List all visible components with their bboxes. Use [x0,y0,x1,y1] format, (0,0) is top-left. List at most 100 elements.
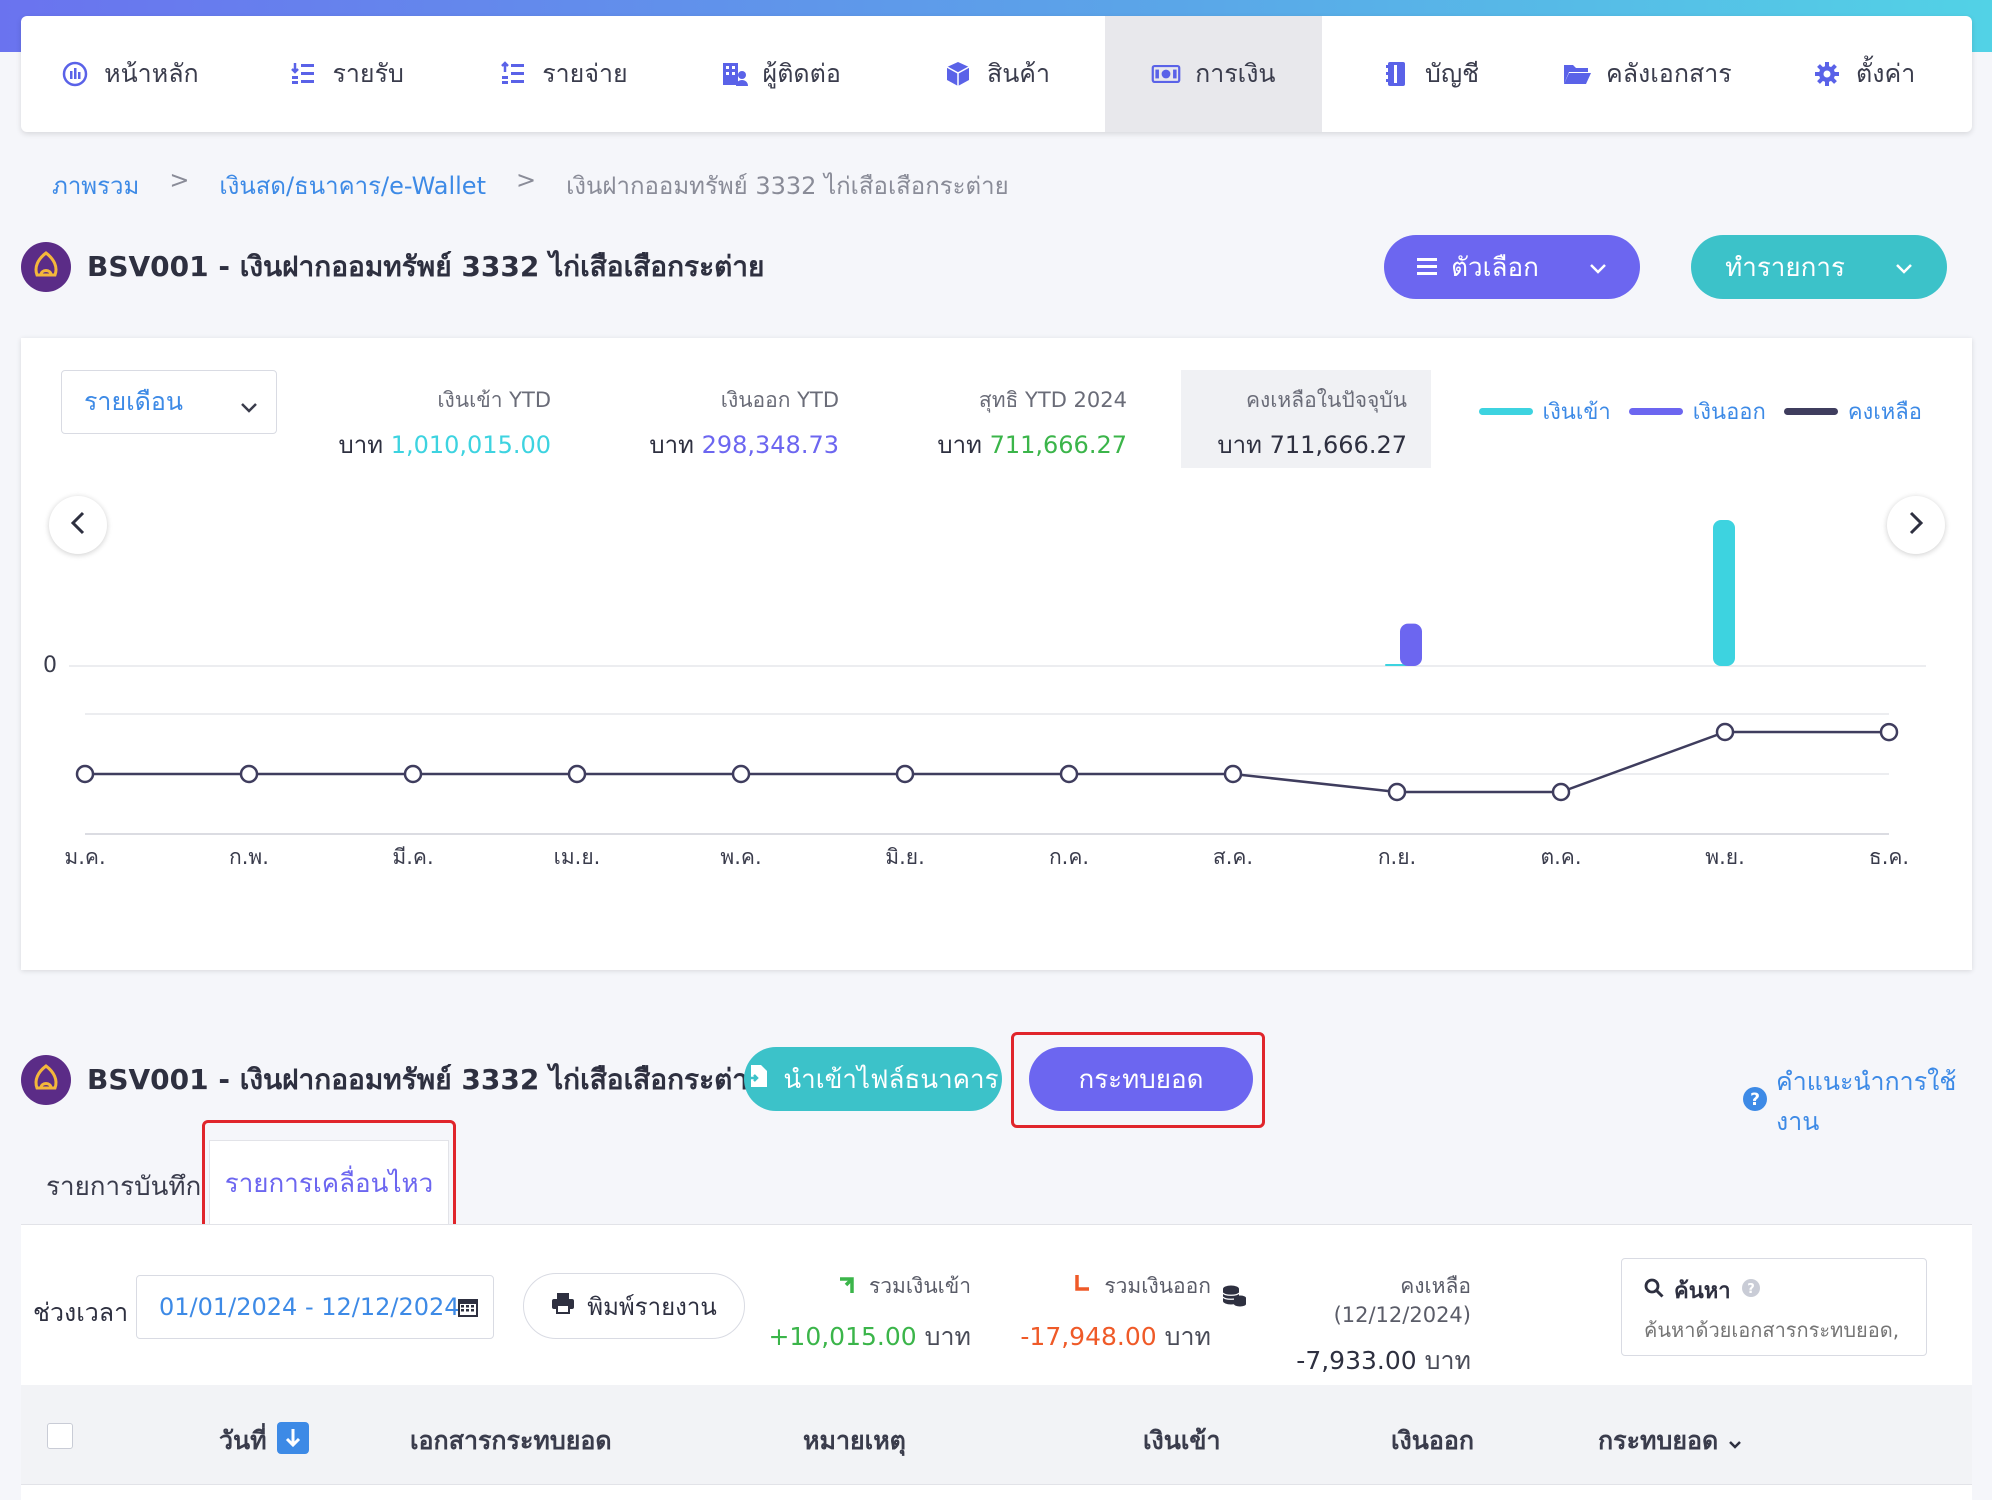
balance-label: คงเหลือ (12/12/2024) [1333,1274,1471,1327]
total-out-value: -17,948.00 [1020,1322,1157,1351]
nav-item-contacts[interactable]: ผู้ติดต่อ [671,16,888,132]
nav-item-label: บัญชี [1425,59,1480,88]
account-title: BSV001 - เงินฝากออมทรัพย์ 3332 ไก่เสือเส… [87,250,765,283]
table-header: วันที่ เอกสารกระทบยอด หมายเหตุ เงินเข้า … [21,1385,1972,1485]
nav-item-finance[interactable]: การเงิน [1104,16,1322,132]
stat-label: เงินออก YTD [720,388,839,412]
bar-in [1713,520,1735,666]
nav-item-accounting[interactable]: บัญชี [1322,16,1539,132]
section-header: BSV001 - เงินฝากออมทรัพย์ 3332 ไก่เสือเส… [21,1050,764,1110]
summary-chart-card: รายเดือน เงินเข้า YTD บาท 1,010,015.00 เ… [21,338,1972,970]
total-out-summary: รวมเงินออก -17,948.00 บาท [1001,1270,1211,1357]
period-select[interactable]: รายเดือน [61,370,277,434]
net-ytd-value: 711,666.27 [989,431,1127,459]
chart-prev-button[interactable] [49,496,107,554]
currency-label: บาท [338,431,384,459]
money-icon [1151,59,1181,89]
legend-swatch-out [1628,408,1683,415]
tab-records[interactable]: รายการบันทึก [46,1146,201,1226]
stat-net-ytd: สุทธิ YTD 2024 บาท 711,666.27 [869,384,1127,464]
tab-label: รายการเคลื่อนไหว [224,1169,434,1199]
balance-point [895,764,915,784]
legend-label-balance[interactable]: คงเหลือ [1847,400,1922,425]
column-header-reconcile[interactable]: กระทบยอด [1598,1421,1742,1461]
nav-item-home[interactable]: หน้าหลัก [21,16,238,132]
sort-down-icon[interactable] [276,1422,309,1460]
legend-swatch-balance [1783,408,1838,415]
currency-label: บาท [937,431,982,459]
nav-item-settings[interactable]: ตั้งค่า [1755,16,1972,132]
tab-movements[interactable]: รายการเคลื่อนไหว [209,1140,449,1226]
unit-label: บาท [1424,1346,1471,1375]
svg-text:?: ? [1747,1282,1755,1297]
nav-item-expense[interactable]: รายจ่าย [455,16,672,132]
date-range-input[interactable]: 01/01/2024 - 12/12/2024 [136,1275,494,1339]
balance-point [1223,764,1243,784]
help-circle-icon[interactable]: ? [1741,1278,1761,1304]
period-label: ช่วงเวลา [33,1298,129,1327]
stat-in-ytd: เงินเข้า YTD บาท 1,010,015.00 [311,384,551,464]
help-link[interactable]: ? คำแนะนำการใช้งาน [1742,1062,1992,1142]
x-tick-label: พ.ค. [720,845,761,869]
column-header-label: วันที่ [219,1426,267,1455]
breadcrumb-separator: > [515,166,537,194]
nav-item-products[interactable]: สินค้า [888,16,1105,132]
select-all-checkbox[interactable] [47,1423,73,1449]
total-in-label: รวมเงินเข้า [868,1274,971,1298]
import-bank-file-button[interactable]: นำเข้าไฟล์ธนาคาร [744,1047,1002,1111]
search-input[interactable] [1644,1318,1906,1342]
balance-value: -7,933.00 [1296,1346,1417,1375]
search-icon [1644,1278,1664,1304]
x-tick-label: ส.ค. [1213,845,1253,869]
finance-chart: 0 ม.ค. ก.พ. มี.ค. เม.ย. พ.ค. มิ.ย. ก.ค. ส.ค. ก.ย.… [43,520,1926,869]
calendar-icon [457,1296,479,1324]
total-out-label: รวมเงินออก [1104,1274,1211,1298]
nav-item-label: การเงิน [1195,59,1276,88]
balance-point [75,764,95,784]
reconcile-button[interactable]: กระทบยอด [1029,1047,1253,1111]
x-tick-label: มี.ค. [392,845,433,869]
column-header-doc[interactable]: เอกสารกระทบยอด [410,1426,612,1455]
balance-value: 711,666.27 [1269,431,1407,459]
x-tick-label: ก.ค. [1049,845,1089,869]
legend-label-out[interactable]: เงินออก [1692,400,1766,425]
column-header-out[interactable]: เงินออก [1391,1426,1475,1455]
import-label: นำเข้าไฟล์ธนาคาร [783,1064,999,1095]
print-label: พิมพ์รายงาน [587,1292,717,1321]
chevron-down-icon [1589,252,1607,282]
nav-item-label: ผู้ติดต่อ [762,59,841,88]
expense-list-icon [498,59,528,89]
balance-stat-box [1181,370,1431,468]
section-title: BSV001 - เงินฝากออมทรัพย์ 3332 ไก่เสือเส… [87,1063,765,1096]
currency-label: บาท [1217,431,1262,459]
nav-item-label: รายจ่าย [542,59,628,88]
breadcrumb-overview-link[interactable]: ภาพรวม [52,172,140,200]
nav-item-income[interactable]: รายรับ [238,16,455,132]
column-header-date[interactable]: วันที่ [219,1421,309,1461]
stat-balance: คงเหลือในปัจจุบัน บาท 711,666.27 [1181,384,1407,464]
bank-logo [21,1055,71,1105]
breadcrumb-cash-bank-link[interactable]: เงินสด/ธนาคาร/e-Wallet [219,172,486,200]
transact-label: ทำรายการ [1725,252,1845,283]
search-box[interactable]: ค้นหา ? [1621,1258,1927,1356]
nav-item-label: ตั้งค่า [1856,59,1916,88]
stat-out-ytd: เงินออก YTD บาท 298,348.73 [581,384,839,464]
help-label: คำแนะนำการใช้งาน [1776,1067,1957,1136]
bank-logo [21,242,71,292]
nav-item-documents[interactable]: คลังเอกสาร [1538,16,1755,132]
x-tick-label: ก.พ. [229,845,269,869]
product-box-icon [943,59,973,89]
chart-legend: เงินเข้า เงินออก คงเหลือ [1478,394,1922,429]
chart-next-button[interactable] [1887,496,1945,554]
tab-bar: รายการบันทึก รายการเคลื่อนไหว [21,1140,1972,1226]
transact-dropdown-button[interactable]: ทำรายการ [1691,235,1947,299]
stat-label: สุทธิ YTD 2024 [978,388,1127,412]
total-in-summary: รวมเงินเข้า +10,015.00 บาท [761,1270,971,1357]
column-header-note[interactable]: หมายเหตุ [803,1426,906,1455]
options-dropdown-button[interactable]: ตัวเลือก [1384,235,1640,299]
legend-label-in[interactable]: เงินเข้า [1542,400,1611,425]
print-report-button[interactable]: พิมพ์รายงาน [523,1273,745,1339]
column-header-in[interactable]: เงินเข้า [1143,1426,1221,1455]
x-tick-label: ม.ค. [64,845,105,869]
coins-icon [1221,1284,1247,1313]
